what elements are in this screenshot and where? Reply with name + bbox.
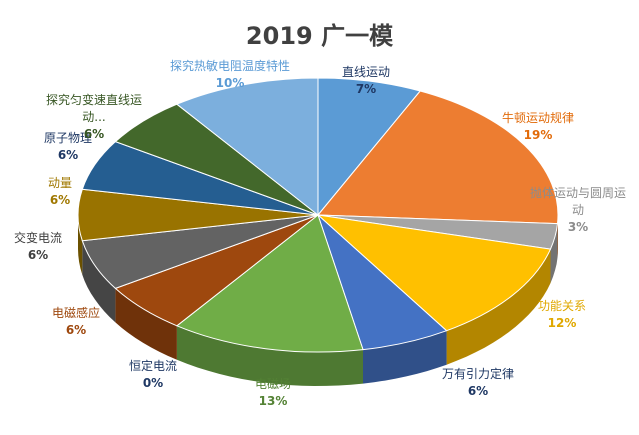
pie-slice-side-3 [446, 249, 551, 365]
slice-label-name-3: 功能关系 [538, 299, 587, 313]
slice-label-name-11-0: 探究匀变速直线运 [46, 93, 143, 107]
slice-label-name-0: 直线运动 [342, 65, 391, 79]
slice-label-10: 原子物理 6% [44, 130, 92, 164]
slice-label-5: 电磁场 13% [255, 376, 291, 410]
pie-slice-0 [317, 77, 422, 217]
pie-slice-side-7 [115, 288, 177, 360]
slice-label-percent-9: 6% [49, 193, 71, 207]
pie-slice-1 [316, 90, 559, 225]
slice-label-percent-12: 10% [215, 76, 245, 90]
slice-label-percent-5: 13% [258, 394, 288, 408]
slice-label-name-5: 电磁场 [255, 377, 292, 391]
slice-label-name-11-1: 动... [82, 110, 106, 124]
slice-label-0: 直线运动 7% [342, 64, 390, 98]
slice-label-percent-3: 12% [547, 316, 577, 330]
slice-label-name-2-0: 抛体运动与圆周运 [530, 186, 627, 200]
slice-label-name-7: 电磁感应 [52, 306, 101, 320]
slice-label-name-6: 恒定电流 [129, 359, 178, 373]
slice-label-percent-4: 6% [467, 384, 489, 398]
slice-label-7: 电磁感应 6% [52, 305, 100, 339]
slice-label-8: 交变电流 6% [14, 230, 62, 264]
slice-label-name-1: 牛顿运动规律 [502, 111, 575, 125]
slice-label-percent-6: 0% [142, 376, 164, 390]
pie-slice-12 [175, 77, 319, 217]
slice-label-name-2-1: 动 [572, 203, 585, 217]
slice-label-percent-11: 6% [83, 127, 105, 141]
chart-title: 2019 广一模 [245, 22, 394, 50]
pie-slice-side-8 [82, 240, 116, 323]
slice-label-3: 功能关系 12% [538, 298, 586, 332]
slice-label-percent-0: 7% [355, 82, 377, 96]
slice-label-name-8: 交变电流 [14, 231, 63, 245]
slice-label-4: 万有引力定律 6% [442, 366, 514, 400]
slice-label-9: 动量 6% [48, 175, 72, 209]
pie-slice-side-2 [550, 223, 558, 284]
slice-label-name-4: 万有引力定律 [442, 367, 515, 381]
slice-label-12: 探究热敏电阻温度特性 10% [170, 58, 290, 92]
slice-label-1: 牛顿运动规律 19% [502, 110, 574, 144]
slice-label-percent-7: 6% [65, 323, 87, 337]
slice-label-percent-1: 19% [523, 128, 553, 142]
slice-label-percent-8: 6% [27, 248, 49, 262]
slice-label-percent-10: 6% [57, 148, 79, 162]
slice-label-name-12: 探究热敏电阻温度特性 [170, 59, 291, 73]
slice-label-name-9: 动量 [48, 176, 73, 190]
slice-label-11: 探究匀变速直线运 动... 6% [46, 92, 142, 143]
pie-slice-5 [175, 214, 364, 353]
pie-slice-side-4 [363, 330, 447, 384]
pie-slice-side-5 [176, 325, 363, 386]
slice-label-6: 恒定电流 0% [129, 358, 177, 392]
slice-label-percent-2: 3% [567, 220, 589, 234]
pie-slice-3 [316, 214, 552, 332]
slice-label-name-10: 原子物理 [44, 131, 93, 145]
slice-label-2: 抛体运动与圆周运动 3% [530, 185, 626, 236]
